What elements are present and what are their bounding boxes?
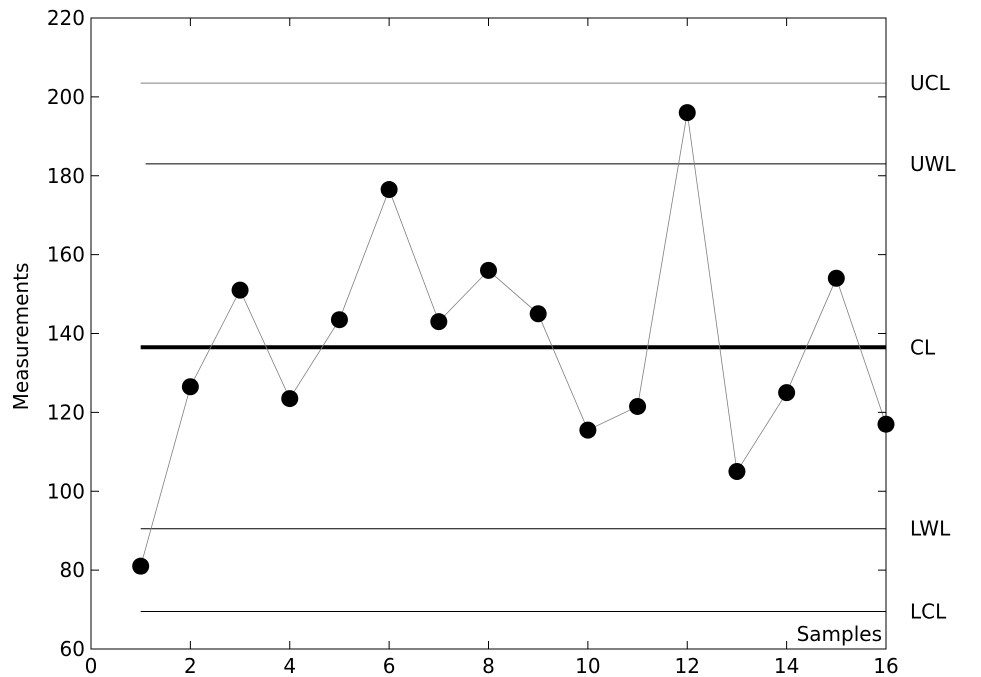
data-point-8 (480, 261, 497, 279)
axis-ticks (90, 17, 887, 650)
x-tick-label: 2 (184, 654, 197, 677)
data-point-14 (778, 384, 796, 402)
x-tick-label: 16 (873, 654, 898, 677)
lwl-label: LWL (910, 517, 951, 541)
data-point-13 (728, 463, 746, 481)
data-point-6 (380, 181, 398, 199)
series-line (140, 112, 887, 567)
tick-labels: 0 2 4 6 8 10 12 14 16 60 80 100 120 140 160 180 200 220 (47, 6, 899, 677)
data-point-2 (181, 378, 199, 396)
y-tick-label: 180 (47, 164, 85, 188)
data-points (132, 104, 895, 575)
y-axis-title: Measurements (9, 263, 33, 411)
x-tick-label: 8 (482, 654, 495, 677)
control-limit-lines (140, 82, 886, 613)
data-point-12 (678, 104, 696, 122)
limit-labels: UCL UWL CL LWL LCL (910, 71, 956, 623)
x-tick-label: 0 (85, 654, 98, 677)
y-tick-label: 200 (47, 85, 85, 109)
uwl-label: UWL (910, 152, 956, 176)
data-point-5 (330, 311, 348, 329)
data-point-3 (231, 281, 249, 299)
plot-frame (90, 17, 887, 650)
y-tick-label: 100 (47, 479, 85, 503)
lcl-label: LCL (910, 600, 947, 624)
series-line-group (140, 112, 887, 567)
data-point-1 (132, 557, 150, 575)
data-point-7 (430, 313, 448, 331)
ucl-label: UCL (910, 71, 951, 95)
data-point-10 (579, 421, 597, 439)
x-axis-title: Samples (797, 622, 882, 646)
data-point-9 (529, 305, 547, 323)
x-tick-label: 10 (575, 654, 600, 677)
x-tick-label: 6 (383, 654, 396, 677)
x-tick-label: 14 (774, 654, 799, 677)
x-tick-label: 12 (675, 654, 700, 677)
y-tick-label: 60 (60, 637, 85, 661)
data-point-11 (629, 397, 647, 415)
data-point-15 (827, 269, 845, 287)
y-tick-label: 80 (60, 558, 85, 582)
x-tick-label: 4 (283, 654, 296, 677)
y-tick-label: 120 (47, 400, 85, 424)
cl-label: CL (910, 335, 936, 359)
data-point-4 (281, 390, 299, 408)
y-tick-label: 220 (47, 6, 85, 30)
y-tick-label: 160 (47, 243, 85, 267)
y-tick-label: 140 (47, 322, 85, 346)
